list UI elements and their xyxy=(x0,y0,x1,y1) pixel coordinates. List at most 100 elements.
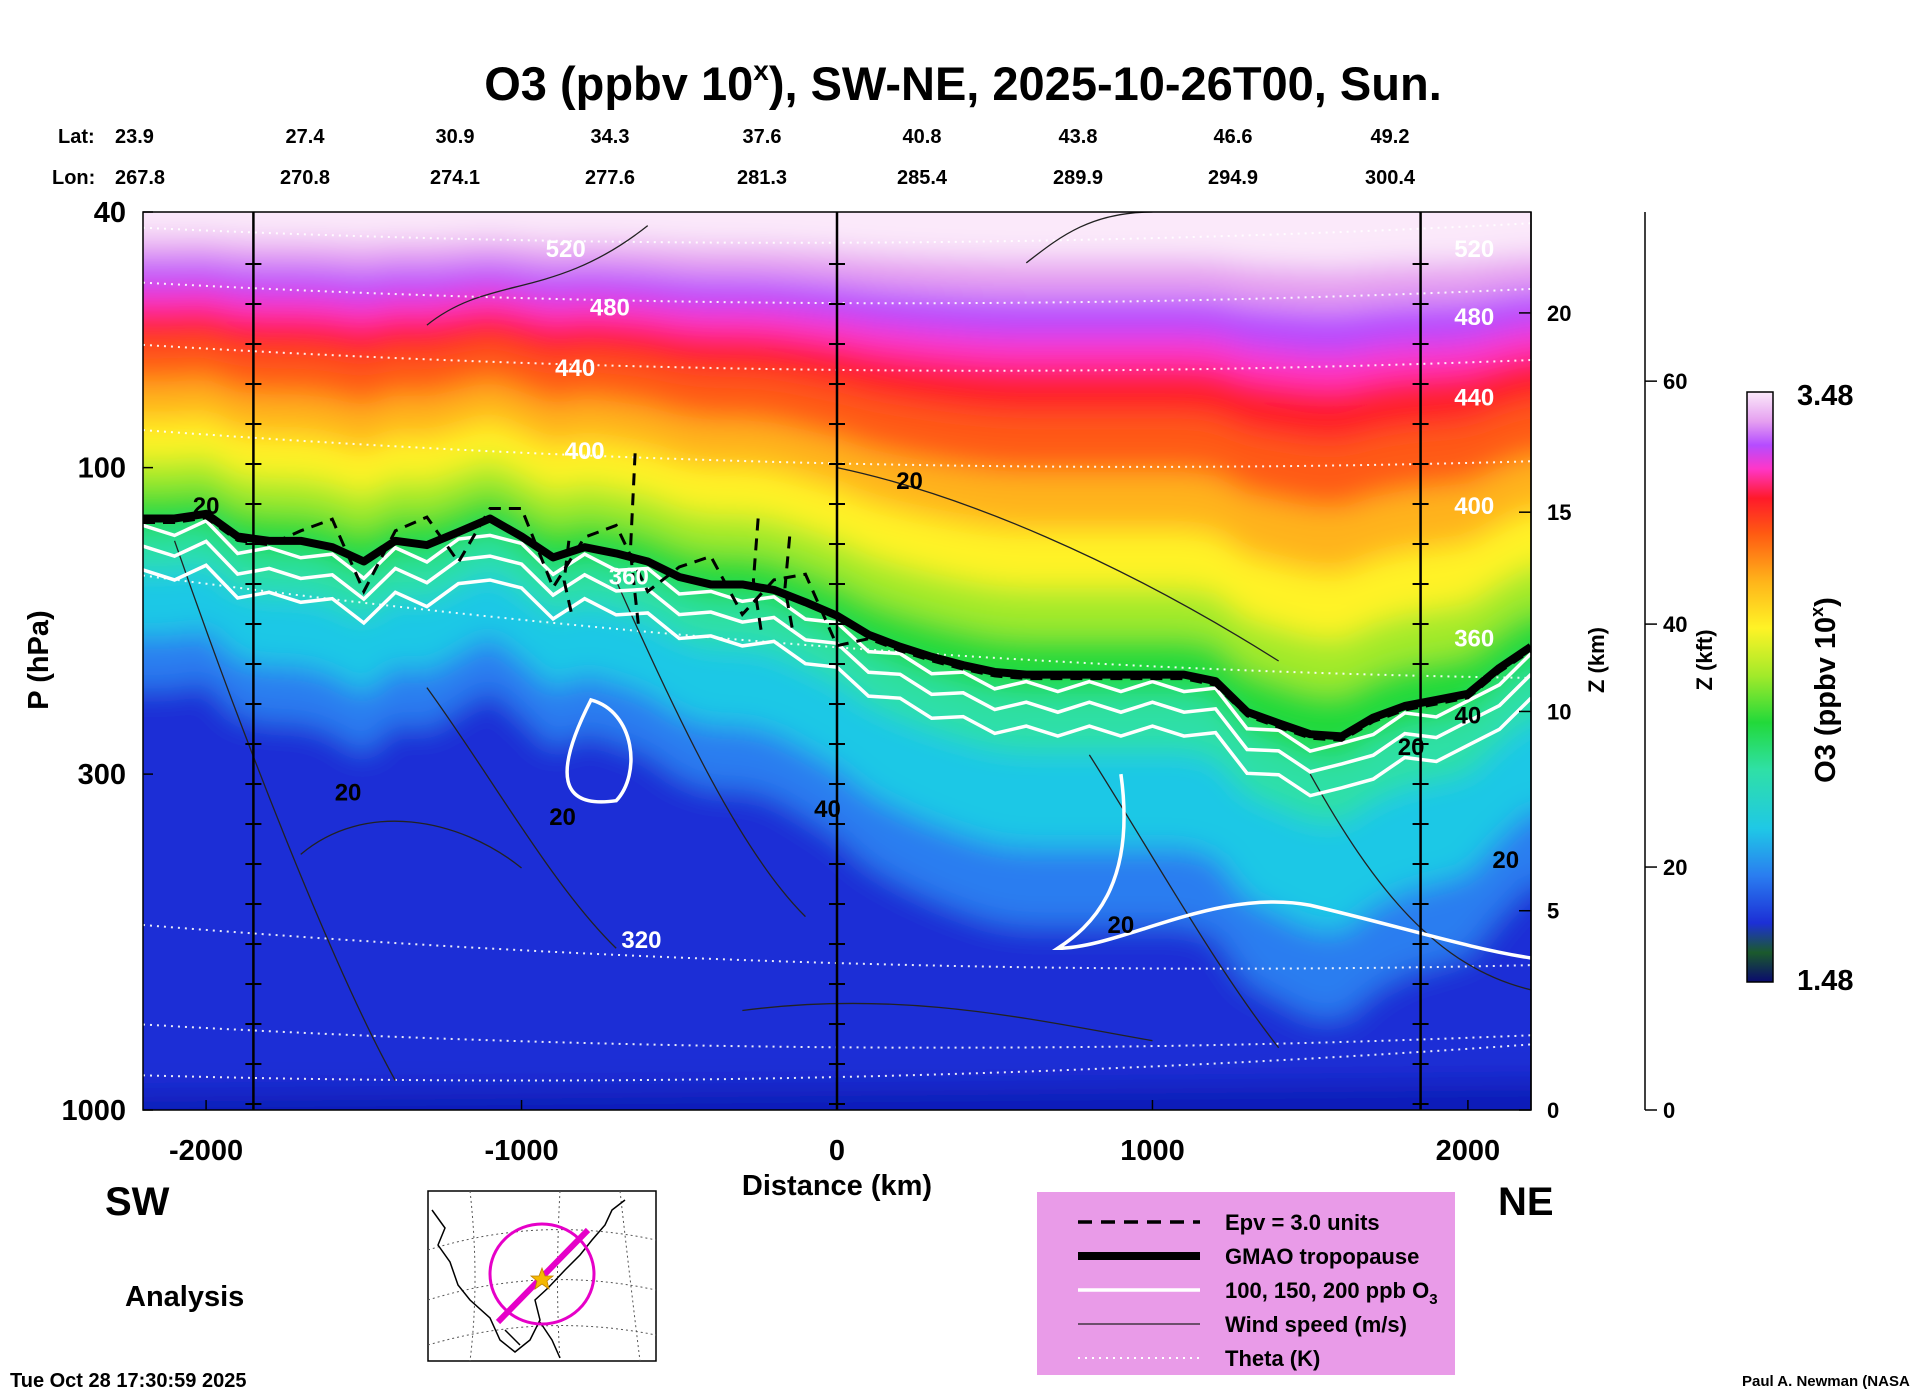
wind-speed-contour xyxy=(1309,773,1531,991)
footer-credit: Paul A. Newman (NASA xyxy=(1742,1373,1910,1390)
z-km-tick-label: 10 xyxy=(1547,699,1571,724)
lon-value: 294.9 xyxy=(1208,167,1258,189)
sw-label: SW xyxy=(105,1180,170,1224)
lon-label: Lon: xyxy=(52,167,95,189)
lat-value: 30.9 xyxy=(436,126,475,148)
z-km-tick-label: 0 xyxy=(1547,1098,1559,1123)
theta-label: 400 xyxy=(565,438,605,465)
wind-speed-contour xyxy=(1088,754,1280,1049)
legend-label: Wind speed (m/s) xyxy=(1225,1312,1407,1337)
lat-lon-header: Lat: Lon: 23.9 27.4 30.9 34.3 37.6 40.8 43.8 46… xyxy=(52,126,1416,189)
z-kft-tick-label: 20 xyxy=(1663,855,1687,880)
colorbar-label: O3 (ppbv 10x) xyxy=(1807,597,1842,783)
epv-contour xyxy=(628,453,640,624)
epv-contour xyxy=(751,518,763,632)
z-kft-tick-label: 60 xyxy=(1663,369,1687,394)
theta-label: 480 xyxy=(1454,304,1494,331)
wind-speed-contour xyxy=(1025,212,1153,264)
wind-speed-label: 40 xyxy=(1455,702,1482,729)
lon-value: 270.8 xyxy=(280,167,330,189)
lat-value: 43.8 xyxy=(1059,126,1098,148)
theta-label: 360 xyxy=(609,563,649,590)
lat-value: 46.6 xyxy=(1214,126,1253,148)
wind-speed-label: 20 xyxy=(1398,734,1425,761)
colorbar-max-label: 3.48 xyxy=(1797,380,1853,412)
colorbar-min-label: 1.48 xyxy=(1797,965,1853,997)
inset-map xyxy=(427,1190,657,1362)
colorbar xyxy=(1746,391,1774,983)
x-tick-label: 2000 xyxy=(1436,1135,1501,1167)
theta-label: 320 xyxy=(621,927,661,954)
z-km-tick-label: 20 xyxy=(1547,301,1571,326)
legend-label: Theta (K) xyxy=(1225,1346,1320,1371)
theta-label: 520 xyxy=(546,236,586,263)
plot-area: 320 360 400 440 480 520 520 480 440 400 360 20 20 20 4… xyxy=(143,212,1531,1110)
lon-value: 289.9 xyxy=(1053,167,1103,189)
x-tick-label: 0 xyxy=(829,1135,845,1167)
analysis-label: Analysis xyxy=(125,1281,244,1313)
wind-speed-label: 20 xyxy=(335,780,362,807)
x-tick-label: 1000 xyxy=(1120,1135,1185,1167)
x-tick-label: -1000 xyxy=(484,1135,558,1167)
wind-speed-label: 20 xyxy=(1492,847,1519,874)
theta-label: 440 xyxy=(1454,384,1494,411)
theta-label: 400 xyxy=(1454,493,1494,520)
y-axis-label: P (hPa) xyxy=(23,610,55,709)
lat-value: 37.6 xyxy=(743,126,782,148)
theta-label: 480 xyxy=(590,295,630,322)
lat-value: 34.3 xyxy=(591,126,630,148)
z-km-tick-label: 5 xyxy=(1547,899,1559,924)
theta-label: 520 xyxy=(1454,236,1494,263)
z-kft-tick-label: 40 xyxy=(1663,612,1687,637)
o3-ppb-contour xyxy=(1051,773,1531,960)
wind-speed-contour xyxy=(426,225,649,326)
lon-value: 267.8 xyxy=(115,167,165,189)
map-center-star xyxy=(529,1266,555,1290)
legend-label: Epv = 3.0 units xyxy=(1225,1210,1380,1235)
theta-label: 360 xyxy=(1454,626,1494,653)
wind-speed-label: 20 xyxy=(549,804,576,831)
wind-speed-label: 20 xyxy=(193,493,220,520)
lon-value: 274.1 xyxy=(430,167,480,189)
p-tick-label: 1000 xyxy=(61,1095,126,1127)
map-coastline xyxy=(431,1199,626,1359)
chart-title: O3 (ppbv 10x), SW-NE, 2025-10-26T00, Sun… xyxy=(484,55,1442,110)
epv-contour xyxy=(783,536,795,632)
lat-label: Lat: xyxy=(58,126,95,148)
wind-speed-contour xyxy=(615,580,806,918)
lon-value: 300.4 xyxy=(1365,167,1416,189)
lon-value: 277.6 xyxy=(585,167,635,189)
wind-speed-contour xyxy=(742,1002,1153,1042)
theta-label: 440 xyxy=(555,355,595,382)
lat-value: 23.9 xyxy=(115,126,154,148)
wind-speed-contour xyxy=(173,540,396,1081)
legend-label: GMAO tropopause xyxy=(1225,1244,1419,1269)
x-tick-label: -2000 xyxy=(169,1135,243,1167)
lat-value: 40.8 xyxy=(903,126,942,148)
x-axis-label: Distance (km) xyxy=(742,1170,932,1202)
p-tick-label: 300 xyxy=(78,759,126,791)
footer-timestamp: Tue Oct 28 17:30:59 2025 xyxy=(10,1370,246,1392)
z-kft-tick-label: 0 xyxy=(1663,1098,1675,1123)
wind-speed-label: 20 xyxy=(1108,912,1135,939)
lat-value: 49.2 xyxy=(1371,126,1410,148)
map-domain-circle xyxy=(488,1222,596,1326)
z-km-axis-label: Z (km) xyxy=(1584,627,1609,693)
z-kft-axis-label: Z (kft) xyxy=(1692,629,1717,690)
epv-contour xyxy=(562,540,574,616)
wind-speed-contour xyxy=(300,820,522,869)
wind-speed-label: 40 xyxy=(814,796,841,823)
wind-speed-contour xyxy=(426,687,617,949)
wind-speed-contour xyxy=(836,466,1279,662)
p-tick-label: 40 xyxy=(94,197,126,229)
lon-value: 281.3 xyxy=(737,167,787,189)
lon-value: 285.4 xyxy=(897,167,948,189)
p-tick-label: 100 xyxy=(78,453,126,485)
o3-ppb-contour xyxy=(565,697,633,804)
ne-label: NE xyxy=(1498,1180,1554,1224)
lat-value: 27.4 xyxy=(286,126,326,148)
wind-speed-label: 20 xyxy=(896,468,923,495)
z-km-tick-label: 15 xyxy=(1547,500,1571,525)
